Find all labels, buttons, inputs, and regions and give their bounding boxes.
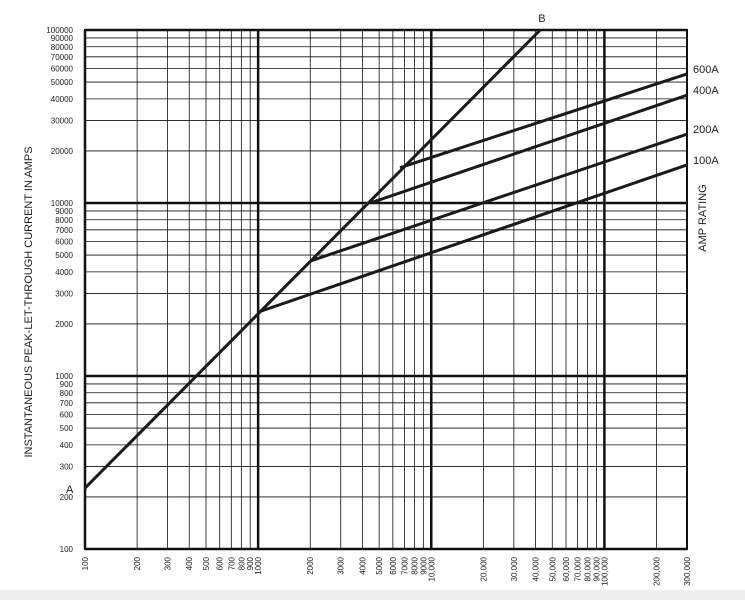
x-tick-label: 600 bbox=[216, 556, 225, 570]
x-tick-label: 200,000 bbox=[653, 556, 662, 585]
y-tick-label: 800 bbox=[60, 389, 74, 398]
y-tick-label: 600 bbox=[60, 410, 74, 419]
y-tick-label: 50000 bbox=[51, 78, 74, 87]
y-tick-label: 70000 bbox=[51, 53, 74, 62]
x-tick-label: 100,000 bbox=[600, 556, 609, 585]
y-axis-label: INSTANTANEOUS PEAK-LET-THROUGH CURRENT I… bbox=[23, 146, 35, 457]
y-tick-label: 7000 bbox=[55, 226, 73, 235]
y-tick-label: 80000 bbox=[51, 43, 74, 52]
series-line bbox=[399, 72, 688, 170]
y-tick-label: 400 bbox=[60, 441, 74, 450]
y-tick-label: 4000 bbox=[55, 268, 73, 277]
bottom-strip bbox=[0, 590, 745, 600]
y-tick-label: 30000 bbox=[51, 116, 74, 125]
y-tick-label: 6000 bbox=[55, 237, 73, 246]
y-tick-label: 200 bbox=[60, 493, 74, 502]
x-tick-label: 20,000 bbox=[479, 556, 488, 581]
x-tick-label: 6000 bbox=[389, 556, 398, 574]
y-tick-label: 60000 bbox=[51, 64, 74, 73]
y-tick-label: 10000 bbox=[51, 199, 74, 208]
x-tick-label: 400 bbox=[185, 556, 194, 570]
x-tick-label: 200 bbox=[133, 556, 142, 570]
y-tick-label: 9000 bbox=[55, 207, 73, 216]
x-tick-label: 500 bbox=[202, 556, 211, 570]
x-tick-label: 50,000 bbox=[548, 556, 557, 581]
y-tick-label: 900 bbox=[60, 380, 74, 389]
x-tick-label: 900 bbox=[246, 556, 255, 570]
series-line bbox=[369, 93, 688, 205]
plot-frame bbox=[84, 29, 688, 550]
x-tick-label: 800 bbox=[237, 556, 246, 570]
x-tick-label: 80,000 bbox=[584, 556, 593, 581]
y-tick-label: 300 bbox=[60, 462, 74, 471]
legend-label: 200A bbox=[693, 124, 719, 136]
x-tick-label: 5000 bbox=[375, 556, 384, 574]
x-tick-label: 70,000 bbox=[574, 556, 583, 581]
y-tick-label: 8000 bbox=[55, 216, 73, 225]
x-tick-label: 60,000 bbox=[562, 556, 571, 581]
x-tick-label: 10,000 bbox=[427, 556, 436, 581]
end-label: B bbox=[538, 13, 545, 25]
x-tick-label: 9000 bbox=[419, 556, 428, 574]
x-tick-label: 700 bbox=[227, 556, 236, 570]
y-tick-label: 100000 bbox=[46, 26, 73, 35]
x-tick-label: 7000 bbox=[400, 556, 409, 574]
x-tick-label: 3000 bbox=[337, 556, 346, 574]
x-tick-label: 100 bbox=[81, 556, 90, 570]
y-tick-label: 5000 bbox=[55, 251, 73, 260]
x-tick-label: 30,000 bbox=[510, 556, 519, 581]
y-tick-label: 500 bbox=[60, 424, 74, 433]
x-tick-label: 2000 bbox=[306, 556, 315, 574]
x-tick-label: 300 bbox=[164, 556, 173, 570]
legend-label: 100A bbox=[693, 155, 719, 167]
x-tick-label: 8000 bbox=[410, 556, 419, 574]
series-line bbox=[257, 163, 688, 314]
y-tick-label: 700 bbox=[60, 399, 74, 408]
y-tick-label: 100 bbox=[60, 545, 74, 554]
y-tick-label: 2000 bbox=[55, 320, 73, 329]
y2-axis-label: AMP RATING bbox=[697, 184, 709, 251]
y-tick-label: 40000 bbox=[51, 95, 74, 104]
x-tick-label: 90,000 bbox=[592, 556, 601, 581]
y-tick-label: 1000 bbox=[55, 372, 73, 381]
x-tick-label: 40,000 bbox=[531, 556, 540, 581]
y-tick-label: 90000 bbox=[51, 34, 74, 43]
x-tick-label: 4000 bbox=[358, 556, 367, 574]
start-label: A bbox=[66, 484, 74, 496]
y-tick-label: 20000 bbox=[51, 147, 74, 156]
legend-label: 400A bbox=[693, 85, 719, 97]
legend-label: 600A bbox=[693, 64, 719, 76]
x-tick-label: 300,000 bbox=[683, 556, 692, 585]
y-tick-label: 3000 bbox=[55, 289, 73, 298]
series-line bbox=[309, 132, 688, 263]
x-tick-label: 1000 bbox=[254, 556, 263, 574]
